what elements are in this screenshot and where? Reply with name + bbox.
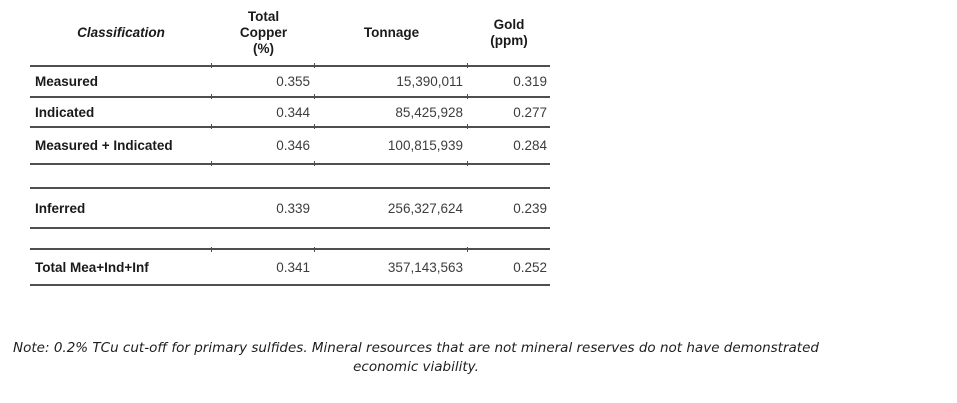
gold-cell: 0.277: [467, 97, 550, 128]
table-row-measured: Measured 0.355 15,390,011 0.319: [30, 66, 550, 98]
column-header-total-copper: Total Copper (%): [211, 0, 315, 68]
total-copper-cell: 0.341: [211, 248, 315, 286]
classification-cell: Measured + Indicated: [30, 127, 212, 165]
gold-cell: 0.319: [467, 66, 550, 98]
column-header-classification: Classification: [30, 0, 212, 67]
classification-cell: Total Mea+Ind+Inf: [30, 248, 212, 286]
tonnage-cell: 357,143,563: [314, 248, 468, 286]
classification-cell: Inferred: [30, 187, 212, 229]
table-gap-row: [30, 228, 550, 249]
column-header-tonnage: Tonnage: [314, 0, 468, 68]
column-header-gold: Gold (ppm): [467, 0, 550, 68]
gold-cell: 0.284: [467, 127, 550, 165]
table-gap-row: [30, 164, 550, 188]
total-copper-cell: 0.344: [211, 97, 315, 128]
classification-cell: Indicated: [30, 97, 212, 128]
classification-cell: Measured: [30, 66, 212, 98]
footnote: Note: 0.2% TCu cut-off for primary sulfi…: [13, 340, 819, 375]
tonnage-cell: 256,327,624: [315, 187, 468, 229]
mineral-resource-table: Classification Total Copper (%) Tonnage …: [30, 0, 550, 286]
table-row-total: Total Mea+Ind+Inf 0.341 357,143,563 0.25…: [30, 248, 550, 286]
gold-cell: 0.252: [467, 248, 550, 286]
table-row-indicated: Indicated 0.344 85,425,928 0.277: [30, 97, 550, 128]
total-copper-cell: 0.355: [211, 66, 315, 98]
total-copper-cell: 0.339: [212, 187, 315, 229]
table-row-measured-plus-indicated: Measured + Indicated 0.346 100,815,939 0…: [30, 127, 550, 165]
tonnage-cell: 85,425,928: [314, 97, 468, 128]
table-header-row: Classification Total Copper (%) Tonnage …: [30, 0, 550, 68]
table-row-inferred: Inferred 0.339 256,327,624 0.239: [30, 187, 550, 229]
tonnage-cell: 15,390,011: [314, 66, 468, 98]
total-copper-cell: 0.346: [211, 127, 315, 165]
gold-cell: 0.239: [468, 187, 550, 229]
tonnage-cell: 100,815,939: [314, 127, 468, 165]
